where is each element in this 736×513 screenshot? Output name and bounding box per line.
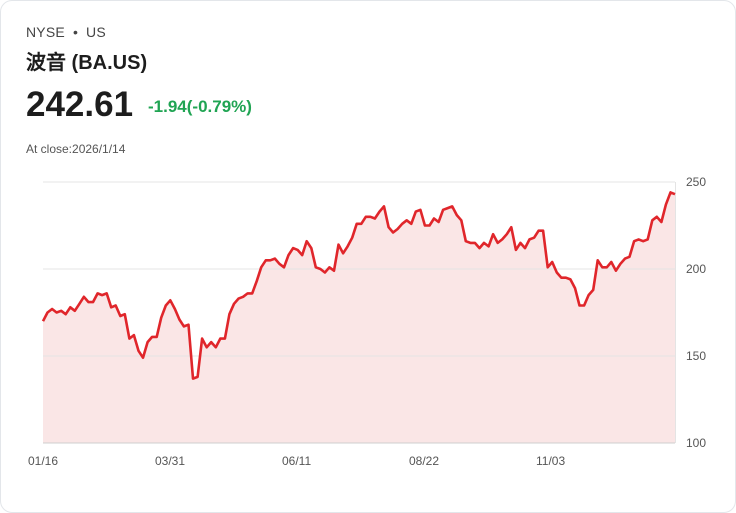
y-tick-label: 250 — [686, 175, 706, 189]
x-tick-label: 08/22 — [409, 454, 439, 468]
y-tick-label: 200 — [686, 262, 706, 276]
close-date: At close:2026/1/14 — [26, 142, 126, 156]
exchange: NYSE — [26, 24, 65, 40]
stock-name: 波音 (BA.US) — [26, 52, 148, 74]
area-fill — [43, 192, 675, 443]
exchange-line: NYSE • US — [26, 24, 106, 40]
x-tick-label: 03/31 — [155, 454, 185, 468]
price-line — [41, 191, 676, 380]
price: 242.61 — [26, 85, 134, 124]
separator-dot: • — [72, 24, 79, 40]
y-tick-label: 100 — [686, 436, 706, 450]
x-tick-label: 01/16 — [28, 454, 58, 468]
x-tick-label: 11/03 — [536, 454, 565, 468]
x-tick-label: 06/11 — [282, 454, 311, 468]
region: US — [86, 24, 106, 40]
price-change: -1.94(-0.79%) — [148, 97, 252, 116]
y-tick-label: 150 — [686, 349, 706, 363]
